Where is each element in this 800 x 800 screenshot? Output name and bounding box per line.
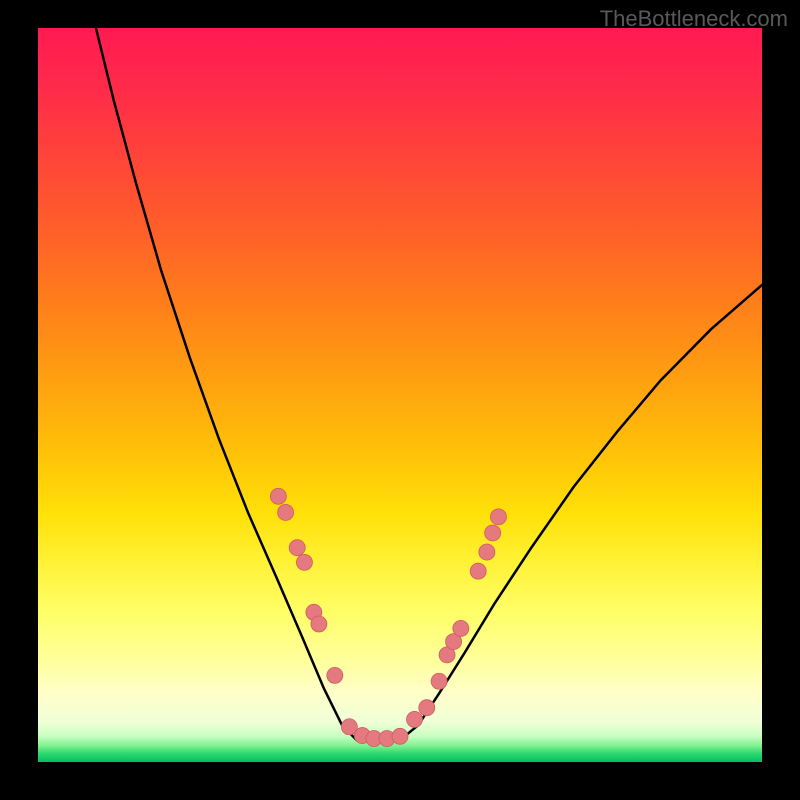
plot-area bbox=[38, 28, 762, 762]
watermark-text: TheBottleneck.com bbox=[600, 6, 788, 32]
